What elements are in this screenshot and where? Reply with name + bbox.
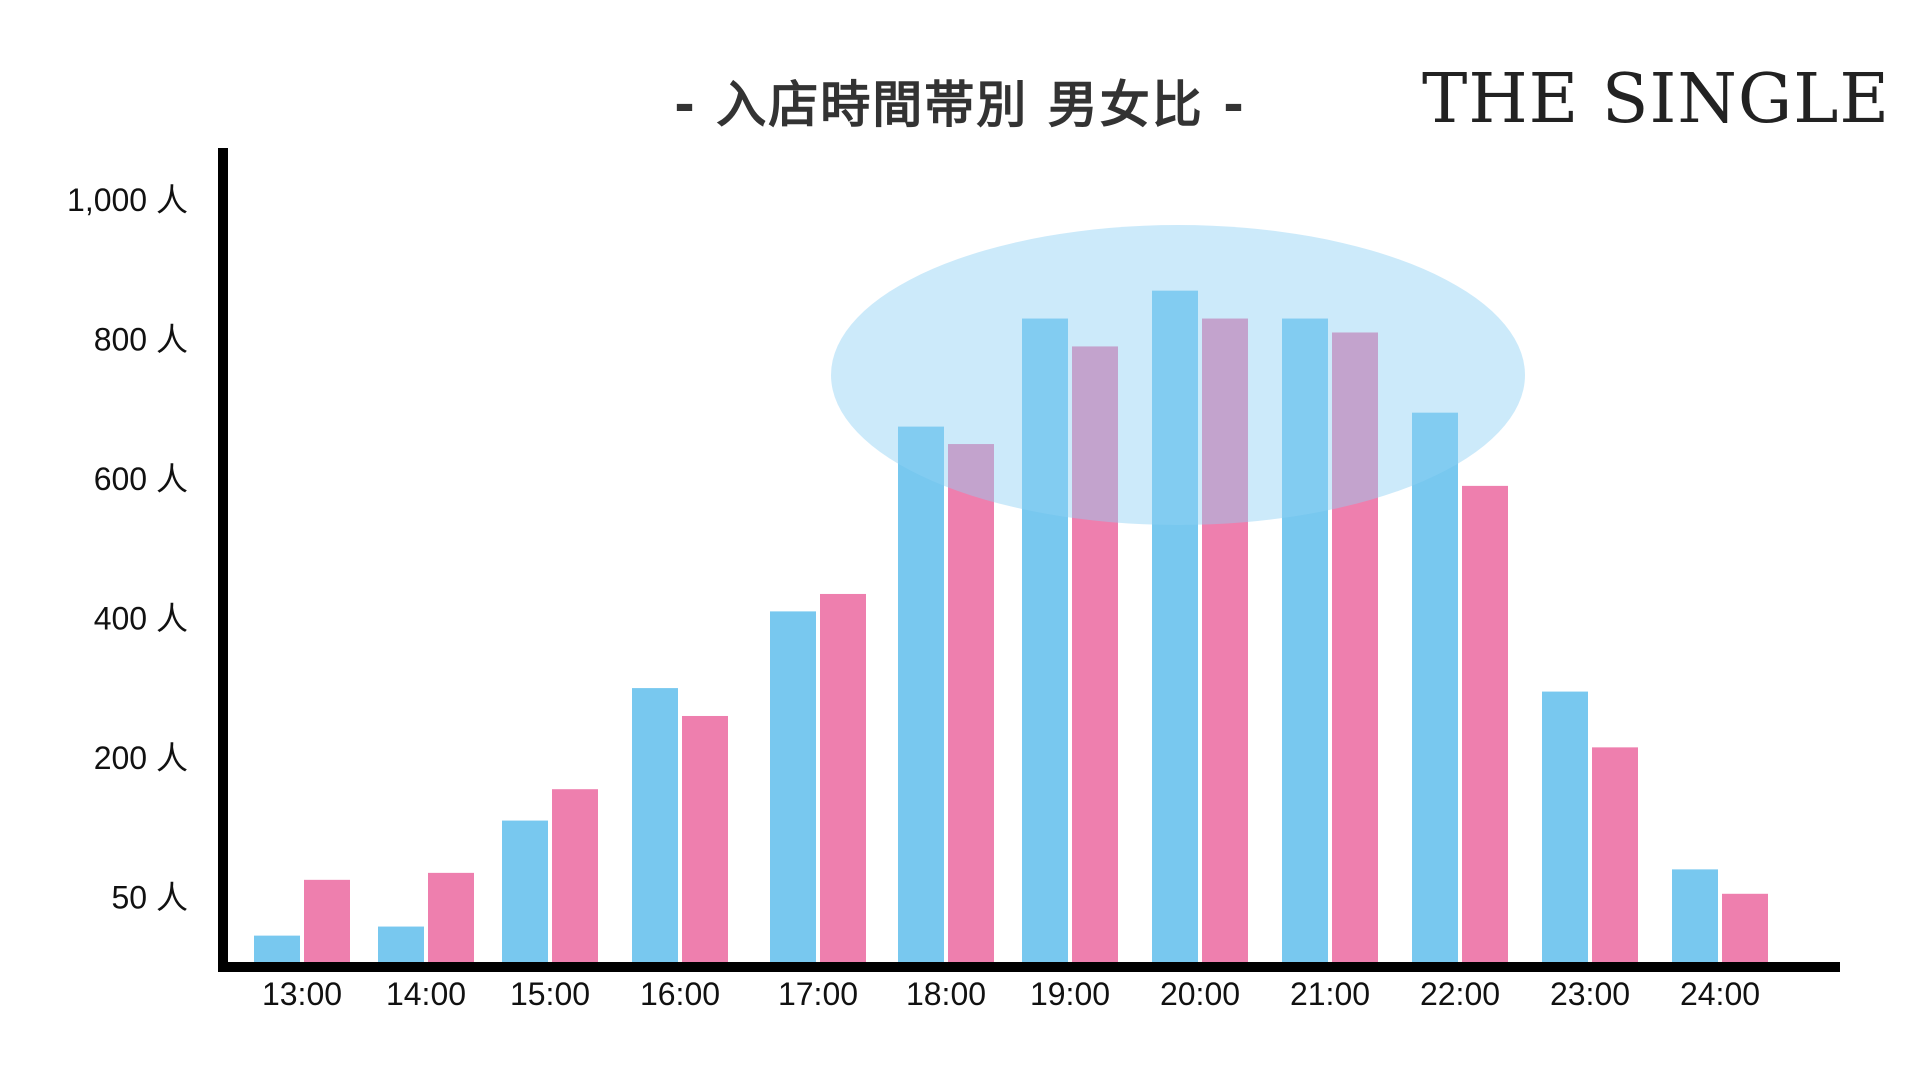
brand-logo: THE SINGLE: [1422, 60, 1890, 139]
bar-pink-2300: [1592, 747, 1638, 967]
bar-pink-1500: [552, 789, 598, 967]
y-tick-label: 1,000 人: [67, 182, 188, 218]
y-tick-label: 400 人: [94, 600, 188, 636]
bar-pink-1700: [820, 593, 866, 967]
bar-blue-1800: [898, 426, 944, 967]
bar-pink-1900: [1072, 346, 1118, 968]
x-tick-label: 13:00: [262, 976, 342, 1012]
bar-pink-2200: [1462, 485, 1508, 967]
x-tick-label: 21:00: [1290, 976, 1370, 1012]
bar-blue-1500: [502, 820, 548, 967]
bar-pink-1300: [304, 879, 350, 967]
x-tick-label: 18:00: [906, 976, 986, 1012]
bar-blue-1700: [770, 611, 816, 967]
highlight-ellipse: [831, 225, 1525, 525]
y-tick-label: 200 人: [94, 740, 188, 776]
bar-blue-1400: [378, 926, 424, 967]
x-tick-label: 22:00: [1420, 976, 1500, 1012]
bar-blue-1900: [1022, 318, 1068, 967]
bar-blue-2200: [1412, 412, 1458, 967]
bar-pink-2100: [1332, 332, 1378, 967]
y-tick-label: 600 人: [94, 461, 188, 497]
bar-blue-1300: [254, 935, 300, 967]
x-tick-label: 14:00: [386, 976, 466, 1012]
bar-pink-1400: [428, 872, 474, 967]
bar-blue-2400: [1672, 869, 1718, 967]
x-tick-label: 16:00: [640, 976, 720, 1012]
x-tick-label: 15:00: [510, 976, 590, 1012]
x-tick-label: 23:00: [1550, 976, 1630, 1012]
x-tick-label: 19:00: [1030, 976, 1110, 1012]
x-tick-label: 24:00: [1680, 976, 1760, 1012]
bar-pink-1800: [948, 444, 994, 968]
bar-blue-1600: [632, 688, 678, 967]
bar-pink-1600: [682, 715, 728, 967]
bar-blue-2000: [1152, 290, 1198, 967]
bar-pink-2000: [1202, 318, 1248, 967]
bar-blue-2300: [1542, 691, 1588, 967]
x-tick-label: 17:00: [778, 976, 858, 1012]
y-tick-label: 800 人: [94, 321, 188, 357]
chart-title: - 入店時間帯別 男女比 -: [674, 76, 1246, 134]
y-tick-label: 50 人: [112, 879, 189, 915]
bar-pink-2400: [1722, 893, 1768, 967]
bar-blue-2100: [1282, 318, 1328, 967]
x-tick-label: 20:00: [1160, 976, 1240, 1012]
